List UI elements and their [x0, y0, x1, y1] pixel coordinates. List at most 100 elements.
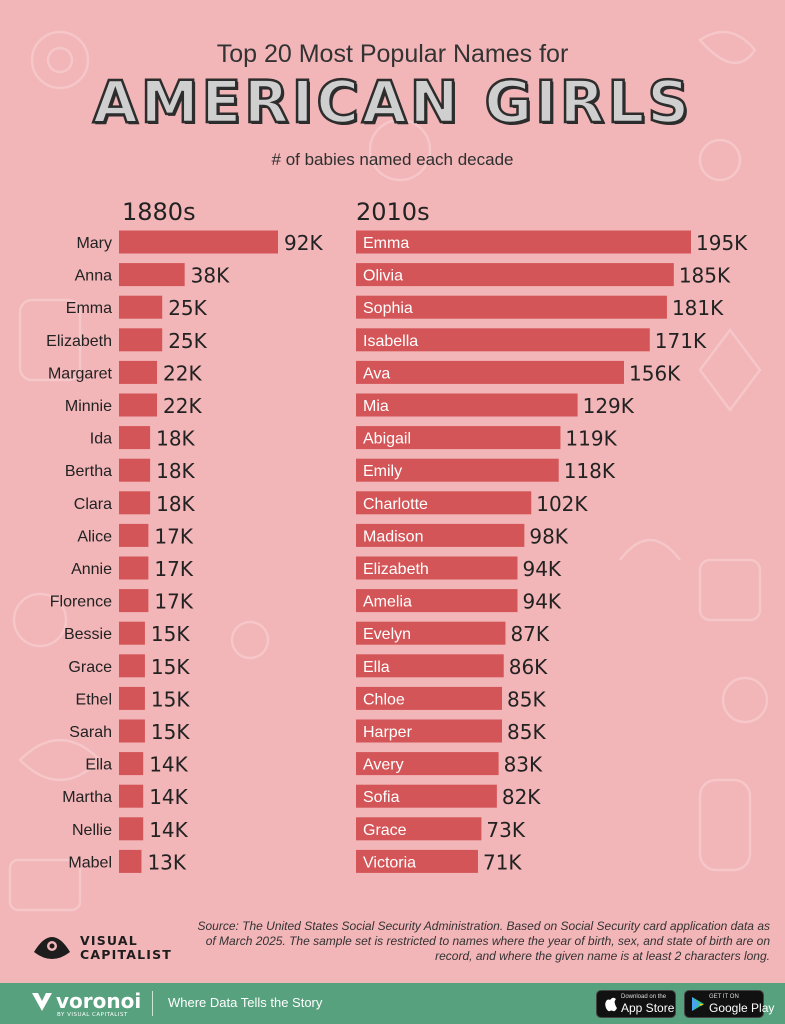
value-label-2010s: 119K — [565, 427, 617, 451]
app-store-big-text: App Store — [621, 1001, 675, 1015]
category-label-1880s: Margaret — [48, 365, 113, 382]
decade-label-1880s: 1880s — [122, 198, 196, 226]
google-play-big-text: Google Play — [709, 1001, 775, 1015]
bar-2010s-olivia — [356, 263, 674, 287]
bar-1880s-nellie — [119, 817, 144, 841]
value-label-2010s: 82K — [502, 785, 541, 809]
bar-1880s-anna — [119, 263, 185, 287]
category-label-2010s: Charlotte — [363, 496, 428, 513]
bar-2010s-evelyn — [356, 621, 506, 645]
bar-1880s-ethel — [119, 686, 145, 710]
value-label-1880s: 14K — [149, 818, 188, 842]
apple-icon — [605, 997, 617, 1012]
category-label-1880s: Mabel — [68, 854, 112, 871]
value-label-2010s: 156K — [629, 361, 681, 385]
category-label-2010s: Ella — [363, 659, 390, 676]
bar-2010s-sophia — [356, 295, 667, 319]
bar-1880s-minnie — [119, 393, 158, 417]
value-label-1880s: 14K — [149, 785, 188, 809]
bar-1880s-ella — [119, 752, 144, 776]
value-label-2010s: 195K — [696, 231, 748, 255]
voronoi-logo-sub: BY VISUAL CAPITALIST — [57, 1012, 128, 1018]
value-label-2010s: 83K — [504, 753, 543, 777]
bar-1880s-grace — [119, 654, 145, 678]
bar-1880s-bessie — [119, 621, 145, 645]
category-label-1880s: Minnie — [65, 398, 112, 415]
category-label-2010s: Victoria — [363, 854, 416, 871]
category-label-2010s: Grace — [363, 822, 407, 839]
voronoi-logo-icon — [32, 993, 52, 1011]
bar-1880s-mary — [119, 230, 278, 254]
visual-capitalist-brand: VISUAL CAPITALIST — [30, 922, 190, 972]
google-play-button[interactable]: GET IT ON Google Play — [684, 990, 774, 1018]
value-label-1880s: 17K — [154, 524, 193, 548]
subtitle: # of babies named each decade — [271, 150, 514, 169]
value-label-1880s: 22K — [163, 361, 202, 385]
title-line1: Top 20 Most Popular Names for — [216, 40, 569, 68]
value-label-1880s: 25K — [168, 329, 207, 353]
value-label-2010s: 118K — [564, 459, 616, 483]
brand-name-line2: CAPITALIST — [80, 947, 173, 962]
bar-2010s-victoria — [356, 849, 478, 873]
category-label-2010s: Avery — [363, 757, 404, 774]
app-store-button[interactable]: Download on the App Store — [596, 990, 676, 1018]
category-label-2010s: Mia — [363, 398, 389, 415]
category-label-2010s: Amelia — [363, 594, 412, 611]
value-label-1880s: 15K — [151, 622, 190, 646]
category-label-1880s: Elizabeth — [46, 333, 112, 350]
category-label-1880s: Anna — [75, 268, 112, 285]
value-label-1880s: 17K — [154, 590, 193, 614]
value-label-1880s: 15K — [151, 720, 190, 744]
voronoi-logo[interactable]: voronoi — [56, 989, 142, 1013]
category-label-1880s: Nellie — [72, 822, 112, 839]
value-label-2010s: 85K — [507, 687, 546, 711]
category-label-1880s: Bessie — [64, 626, 112, 643]
bar-1880s-florence — [119, 589, 149, 613]
bar-1880s-martha — [119, 784, 144, 808]
value-label-1880s: 22K — [163, 394, 202, 418]
category-label-2010s: Emma — [363, 235, 409, 252]
category-label-1880s: Sarah — [69, 724, 112, 741]
bar-1880s-annie — [119, 556, 149, 580]
value-label-1880s: 25K — [168, 296, 207, 320]
bar-2010s-harper — [356, 719, 503, 743]
bar-1880s-mabel — [119, 849, 142, 873]
bar-2010s-amelia — [356, 589, 518, 613]
category-label-2010s: Harper — [363, 724, 413, 741]
google-play-small-text: GET IT ON — [709, 994, 739, 1000]
value-label-2010s: 94K — [522, 557, 561, 581]
category-label-2010s: Madison — [363, 528, 423, 545]
category-label-2010s: Isabella — [363, 333, 418, 350]
category-label-1880s: Mary — [76, 235, 112, 252]
value-label-1880s: 18K — [156, 492, 195, 516]
value-label-2010s: 98K — [529, 524, 568, 548]
category-label-2010s: Sophia — [363, 300, 413, 317]
value-label-2010s: 85K — [507, 720, 546, 744]
bar-2010s-madison — [356, 523, 525, 547]
category-label-1880s: Clara — [74, 496, 112, 513]
category-label-1880s: Ethel — [76, 691, 112, 708]
value-label-2010s: 94K — [522, 590, 561, 614]
category-label-1880s: Martha — [62, 789, 112, 806]
value-label-2010s: 87K — [510, 622, 549, 646]
bar-2010s-sofia — [356, 784, 497, 808]
category-label-1880s: Ella — [85, 757, 112, 774]
value-label-1880s: 18K — [156, 427, 195, 451]
value-label-1880s: 18K — [156, 459, 195, 483]
category-label-2010s: Olivia — [363, 268, 403, 285]
bar-1880s-emma — [119, 295, 163, 319]
category-label-2010s: Abigail — [363, 431, 411, 448]
bar-2010s-emma — [356, 230, 691, 254]
bar-2010s-chloe — [356, 686, 503, 710]
footer-bar: voronoi BY VISUAL CAPITALIST Where Data … — [0, 983, 785, 1024]
footer-tagline: Where Data Tells the Story — [168, 995, 323, 1010]
value-label-1880s: 38K — [191, 264, 230, 288]
bar-2010s-avery — [356, 752, 499, 776]
value-label-1880s: 92K — [284, 231, 323, 255]
category-label-1880s: Bertha — [65, 463, 112, 480]
bar-2010s-isabella — [356, 328, 650, 352]
value-label-2010s: 86K — [509, 655, 548, 679]
value-label-2010s: 185K — [679, 264, 731, 288]
category-label-1880s: Emma — [66, 300, 112, 317]
